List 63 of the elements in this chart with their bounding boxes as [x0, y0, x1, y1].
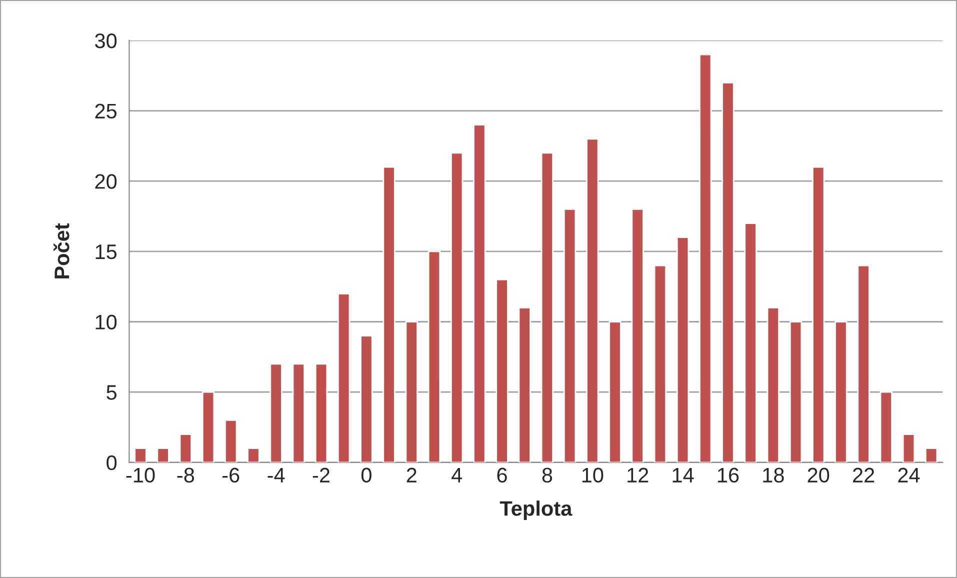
- bar: [382, 166, 396, 462]
- x-tick-label: 10: [582, 468, 604, 483]
- bar: [812, 166, 825, 462]
- y-tick-label: 0: [106, 455, 117, 470]
- bar: [270, 363, 282, 462]
- bar: [766, 306, 780, 462]
- y-tick-label: 15: [96, 244, 117, 260]
- bar: [134, 448, 147, 462]
- bar: [744, 222, 757, 462]
- x-tick-label: 22: [853, 468, 874, 482]
- x-axis-title: Teplota: [500, 500, 572, 520]
- bar: [925, 448, 938, 462]
- x-tick-label: -4: [268, 468, 285, 482]
- x-tick-label: -6: [222, 468, 240, 483]
- y-tick-label: 5: [106, 385, 117, 400]
- bar: [156, 448, 170, 462]
- x-tick-label: 18: [763, 468, 784, 483]
- bar: [450, 152, 464, 462]
- bar: [902, 434, 916, 462]
- bar: [722, 82, 734, 462]
- bar: [360, 335, 373, 462]
- x-tick-label: -8: [177, 468, 194, 483]
- bar: [857, 264, 870, 462]
- x-tick-label: 20: [808, 468, 830, 483]
- bar: [202, 391, 215, 462]
- bar: [496, 278, 508, 462]
- bar: [880, 391, 892, 462]
- x-tick-label: 8: [542, 468, 552, 483]
- bar: [518, 306, 531, 462]
- x-tick-label: 16: [718, 468, 739, 483]
- x-tick-label: -2: [312, 468, 330, 482]
- bar: [654, 264, 667, 462]
- x-tick-label: 12: [628, 468, 648, 482]
- bar: [631, 208, 644, 462]
- x-tick-label: 2: [406, 468, 416, 482]
- x-tick-label: 6: [497, 468, 507, 483]
- bar: [338, 292, 350, 462]
- x-tick-label: 4: [452, 468, 462, 482]
- bar: [314, 363, 328, 462]
- x-tick-label: -10: [126, 468, 155, 483]
- bar: [834, 321, 848, 462]
- bar: [699, 54, 712, 462]
- bar: [540, 152, 554, 462]
- x-tick-label: 0: [361, 468, 372, 483]
- y-tick-label: 30: [95, 33, 117, 48]
- bar: [563, 208, 576, 462]
- y-tick-label: 10: [96, 314, 117, 330]
- bar: [676, 236, 690, 462]
- y-tick-label: 25: [95, 104, 117, 119]
- x-tick-label: 24: [898, 468, 920, 482]
- bar: [789, 321, 802, 462]
- bar: [608, 321, 622, 462]
- bar: [586, 138, 599, 462]
- bar: [179, 434, 192, 462]
- bar: [473, 124, 486, 462]
- x-tick-label: 14: [672, 468, 694, 482]
- y-axis-title: Počet: [54, 223, 70, 278]
- bar: [405, 321, 418, 462]
- bar: [428, 250, 441, 462]
- bar: [247, 448, 260, 462]
- y-tick-label: 20: [95, 174, 117, 189]
- bar: [224, 420, 238, 462]
- bar: [292, 363, 306, 462]
